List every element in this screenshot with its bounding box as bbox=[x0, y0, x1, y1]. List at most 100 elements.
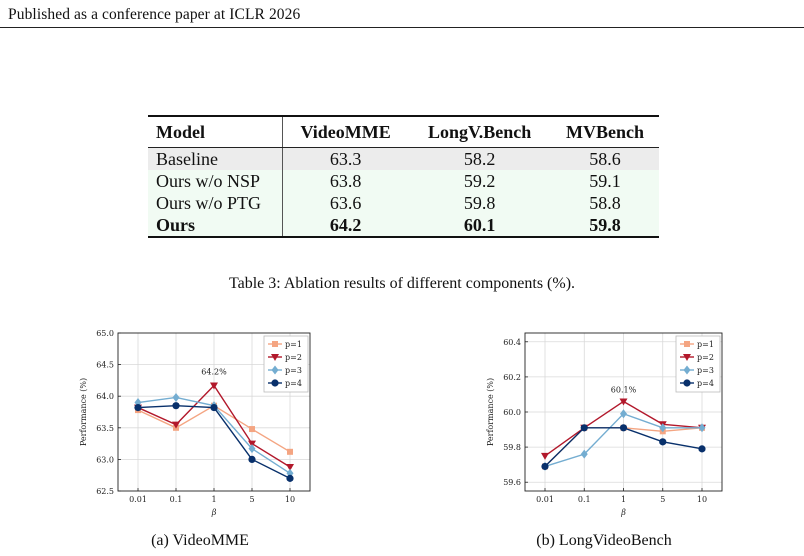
y-axis-label: Performance (%) bbox=[486, 378, 495, 446]
legend-label: p=3 bbox=[697, 366, 714, 375]
table-row: Ours w/o NSP 63.8 59.2 59.1 bbox=[148, 170, 659, 192]
data-point bbox=[698, 423, 706, 433]
x-tick-label: 0.01 bbox=[536, 495, 554, 504]
data-point bbox=[287, 448, 293, 455]
data-point bbox=[210, 382, 218, 390]
x-tick-label: 1 bbox=[211, 495, 216, 504]
x-tick-label: 10 bbox=[697, 495, 707, 504]
row-value-cell: 63.3 bbox=[282, 147, 409, 170]
ablation-table: Model VideoMME LongV.Bench MVBench Basel… bbox=[148, 115, 659, 238]
x-tick-label: 5 bbox=[249, 495, 254, 504]
data-point bbox=[172, 421, 180, 429]
y-axis-label: Performance (%) bbox=[79, 378, 88, 446]
y-tick-label: 63.0 bbox=[96, 455, 114, 464]
data-point bbox=[172, 392, 180, 402]
column-header-mvbench: MVBench bbox=[551, 116, 659, 148]
legend-label: p=4 bbox=[697, 379, 714, 388]
data-point bbox=[580, 449, 588, 459]
series-p=3 bbox=[541, 409, 706, 471]
table-header-row: Model VideoMME LongV.Bench MVBench bbox=[148, 116, 659, 148]
row-value-cell: 59.1 bbox=[551, 170, 659, 192]
legend-label: p=2 bbox=[285, 353, 302, 362]
row-value-cell: 58.6 bbox=[551, 147, 659, 170]
data-point bbox=[659, 423, 667, 433]
x-tick-label: 0.1 bbox=[170, 495, 183, 504]
data-point bbox=[541, 462, 549, 471]
row-value-cell: 58.8 bbox=[551, 192, 659, 214]
row-model-cell: Baseline bbox=[148, 147, 283, 170]
row-value-cell: 60.1 bbox=[408, 214, 552, 237]
data-point bbox=[659, 438, 667, 446]
chart-caption-a: (a) VideoMME bbox=[151, 532, 249, 549]
table-row: Ours 64.2 60.1 59.8 bbox=[148, 214, 659, 237]
legend-marker bbox=[683, 354, 691, 361]
peak-annotation: 60.1% bbox=[611, 385, 637, 394]
data-point bbox=[134, 403, 142, 412]
x-axis-label: β bbox=[620, 508, 626, 517]
row-value-cell: 58.2 bbox=[408, 147, 552, 170]
row-value-cell: 64.2 bbox=[282, 214, 409, 237]
row-model-cell: Ours w/o NSP bbox=[148, 170, 283, 192]
legend-marker bbox=[271, 354, 279, 361]
legend-label: p=1 bbox=[285, 340, 302, 349]
series-p=4 bbox=[134, 402, 294, 482]
data-point bbox=[248, 444, 256, 454]
y-tick-label: 64.5 bbox=[96, 361, 114, 370]
column-header-longvbench: LongV.Bench bbox=[408, 116, 552, 148]
legend-label: p=4 bbox=[285, 379, 302, 388]
legend-marker bbox=[272, 341, 278, 347]
data-point bbox=[619, 398, 628, 406]
data-point bbox=[580, 424, 588, 432]
chart-longvideobench: 59.6 59.8 60.0 60.2 60.4 0.01 0.1 1 5 10 β Performa… bbox=[486, 332, 723, 517]
y-tick-label: 59.8 bbox=[503, 443, 521, 452]
data-point bbox=[172, 402, 180, 410]
legend-marker bbox=[683, 379, 691, 387]
table-row: Ours w/o PTG 63.6 59.8 58.8 bbox=[148, 192, 659, 214]
x-tick-label: 0.1 bbox=[578, 495, 591, 504]
legend-label: p=3 bbox=[285, 366, 302, 375]
legend-marker bbox=[271, 365, 279, 375]
legend-marker bbox=[271, 379, 279, 387]
y-tick-label: 59.6 bbox=[503, 478, 521, 487]
chart-videomme: 62.5 63.0 63.5 64.0 64.5 65.0 0.01 0.1 1 5 10 β Perf… bbox=[79, 329, 311, 517]
legend-marker bbox=[684, 341, 690, 347]
table-row: Baseline 63.3 58.2 58.6 bbox=[148, 147, 659, 170]
row-value-cell: 63.6 bbox=[282, 192, 409, 214]
running-header: Published as a conference paper at ICLR … bbox=[8, 6, 301, 23]
data-point bbox=[541, 452, 549, 460]
row-value-cell: 59.8 bbox=[551, 214, 659, 237]
table-caption: Table 3: Ablation results of different c… bbox=[228, 275, 576, 292]
row-value-cell: 59.2 bbox=[408, 170, 552, 192]
data-point bbox=[286, 474, 294, 482]
column-header-model: Model bbox=[148, 116, 283, 148]
y-tick-label: 60.2 bbox=[503, 373, 521, 382]
row-model-cell: Ours bbox=[148, 214, 283, 237]
y-tick-label: 65.0 bbox=[96, 329, 114, 338]
y-tick-label: 60.0 bbox=[503, 408, 521, 417]
legend-label: p=2 bbox=[697, 353, 714, 362]
row-value-cell: 63.8 bbox=[282, 170, 409, 192]
legend-label: p=1 bbox=[697, 340, 714, 349]
series-p=4 bbox=[541, 424, 706, 471]
x-tick-label: 10 bbox=[285, 495, 295, 504]
data-point bbox=[286, 468, 294, 478]
y-tick-label: 63.5 bbox=[96, 424, 114, 433]
y-tick-label: 64.0 bbox=[96, 392, 114, 401]
x-tick-label: 0.01 bbox=[129, 495, 147, 504]
column-header-videomme: VideoMME bbox=[282, 116, 409, 148]
data-point bbox=[286, 463, 294, 471]
x-tick-label: 5 bbox=[660, 495, 665, 504]
row-value-cell: 59.8 bbox=[408, 192, 552, 214]
x-tick-label: 1 bbox=[621, 495, 626, 504]
data-point bbox=[619, 424, 628, 432]
row-model-cell: Ours w/o PTG bbox=[148, 192, 283, 214]
data-point bbox=[698, 445, 706, 453]
data-point bbox=[620, 409, 627, 419]
chart-caption-b: (b) LongVideoBench bbox=[536, 532, 672, 549]
legend-marker bbox=[683, 365, 691, 375]
x-axis-label: β bbox=[211, 508, 217, 517]
legend: p=1 p=2 p=3 p=4 bbox=[263, 335, 309, 393]
y-tick-label: 62.5 bbox=[96, 487, 114, 496]
data-point bbox=[210, 403, 218, 412]
y-tick-label: 60.4 bbox=[503, 338, 521, 347]
